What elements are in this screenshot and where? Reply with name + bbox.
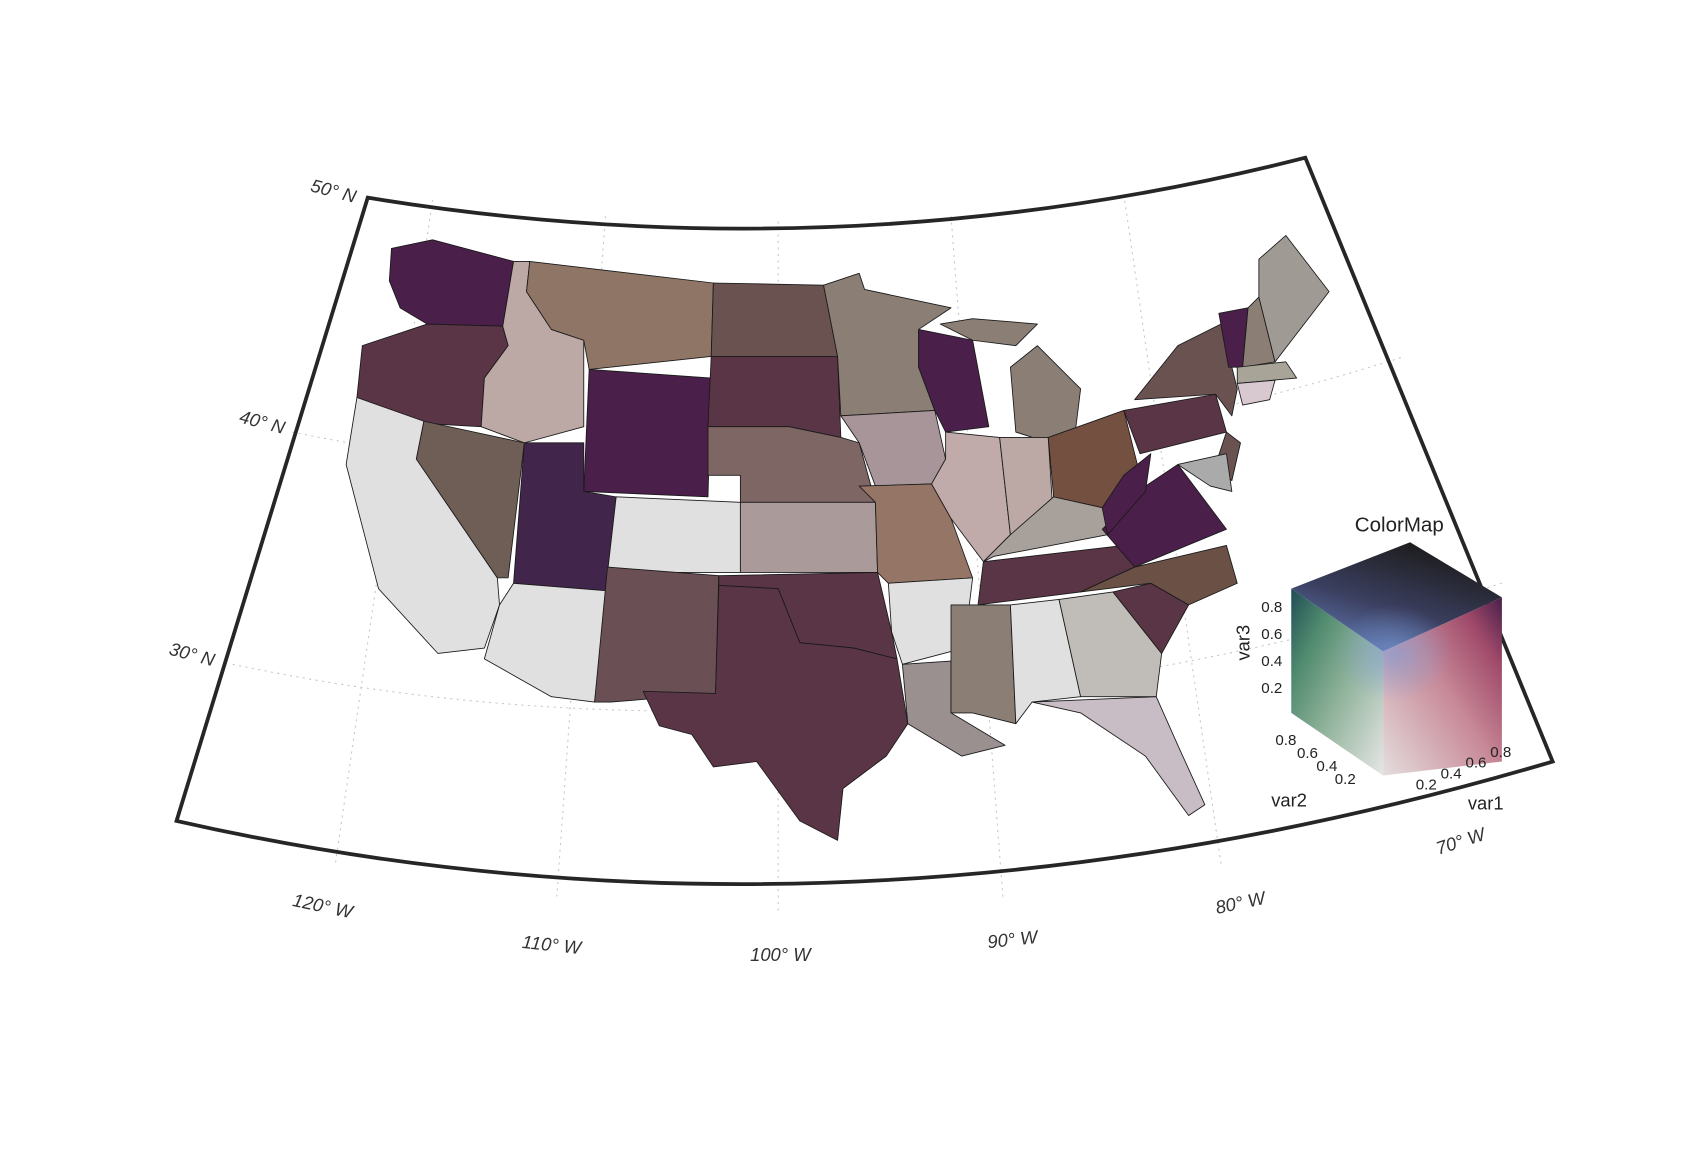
latitude-label: 50° N — [309, 175, 360, 207]
legend-tick-label: 0.8 — [1490, 744, 1511, 761]
legend-tick-label: 0.8 — [1261, 599, 1282, 616]
legend-tick-label: 0.6 — [1297, 745, 1318, 762]
cube-face-var2 — [1291, 588, 1384, 776]
longitude-label: 90° W — [986, 926, 1040, 952]
legend-tick-label: 0.4 — [1316, 758, 1337, 775]
legend-axis-label: var2 — [1271, 789, 1307, 810]
legend-tick-label: 0.2 — [1416, 776, 1437, 793]
longitude-label: 80° W — [1213, 887, 1268, 918]
legend-tick-label: 0.2 — [1335, 771, 1356, 788]
latitude-label: 30° N — [167, 638, 218, 670]
legend-tick-label: 0.8 — [1275, 732, 1296, 749]
legend-tick-label: 0.4 — [1441, 765, 1462, 782]
map-frame — [174, 155, 1556, 886]
longitude-label: 100° W — [750, 944, 812, 965]
states — [345, 235, 1330, 841]
colormap-legend: ColorMap — [1291, 513, 1502, 776]
longitude-label: 120° W — [291, 889, 356, 922]
legend-tick-label: 0.6 — [1261, 626, 1282, 643]
longitude-label: 70° W — [1433, 823, 1489, 859]
legend-axis-label: var1 — [1468, 793, 1504, 814]
cube-face-top — [1291, 542, 1502, 652]
cube-highlight — [1334, 604, 1454, 703]
legend-title: ColorMap — [1355, 513, 1444, 536]
legend-tick-label: 0.2 — [1261, 680, 1282, 697]
latitude-label: 40° N — [237, 406, 288, 438]
legend-tick-label: 0.4 — [1261, 653, 1282, 670]
longitude-label: 110° W — [521, 931, 584, 958]
legend-tick-label: 0.6 — [1465, 755, 1486, 772]
legend-axis-label: var3 — [1233, 625, 1254, 661]
